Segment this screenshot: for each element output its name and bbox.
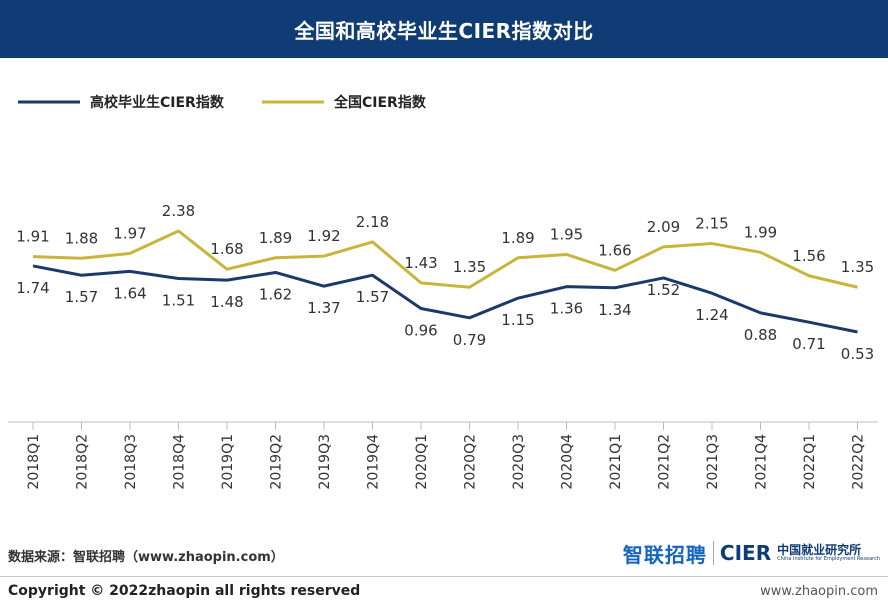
data-label: 1.68 — [210, 240, 243, 258]
data-label: 1.36 — [550, 300, 583, 318]
data-source: 数据来源：智联招聘（www.zhaopin.com） — [8, 550, 284, 565]
data-label: 1.74 — [16, 279, 49, 297]
website-text: www.zhaopin.com — [760, 584, 878, 599]
logo-divider — [712, 541, 714, 565]
x-tick-label: 2020Q4 — [560, 434, 576, 490]
series-line — [32, 229, 858, 289]
data-label: 1.91 — [16, 228, 49, 246]
x-tick-label: 2019Q2 — [269, 434, 285, 490]
data-label: 0.71 — [792, 335, 825, 353]
data-label: 1.24 — [695, 306, 728, 324]
series-line — [32, 264, 858, 334]
data-label: 1.34 — [598, 301, 631, 319]
data-label: 1.89 — [259, 229, 292, 247]
x-tick-label: 2021Q2 — [657, 434, 673, 490]
data-label: 1.51 — [162, 291, 195, 309]
logo-area: 智联招聘 CIER 中国就业研究所 China Institute for Em… — [623, 538, 880, 568]
legend-label: 全国CIER指数 — [333, 94, 427, 111]
line-chart: 高校毕业生CIER指数 全国CIER指数 1.74 1.57 1.64 1.51 1.48 1… — [8, 94, 878, 490]
x-tick-label: 2018Q3 — [123, 434, 139, 490]
x-tick-label: 2019Q1 — [220, 434, 236, 490]
data-label: 0.88 — [744, 326, 777, 344]
x-tick-label: 2018Q2 — [75, 434, 91, 490]
x-tick-label: 2020Q2 — [463, 434, 479, 490]
chart-title: 全国和高校毕业生CIER指数对比 — [294, 18, 594, 43]
chart-title-bar: 全国和高校毕业生CIER指数对比 — [0, 0, 888, 58]
data-label: 1.35 — [841, 258, 874, 276]
data-label: 2.15 — [695, 215, 728, 233]
data-label: 1.62 — [259, 285, 292, 303]
x-tick-label: 2021Q3 — [705, 434, 721, 490]
legend-label: 高校毕业生CIER指数 — [90, 94, 225, 111]
x-tick-label: 2020Q1 — [414, 434, 430, 490]
data-label: 0.53 — [841, 345, 874, 363]
x-tick-label: 2022Q2 — [851, 434, 867, 490]
data-label: 0.79 — [453, 331, 486, 349]
data-label: 1.52 — [647, 281, 680, 299]
data-label: 1.57 — [65, 288, 98, 306]
data-label: 1.35 — [453, 258, 486, 276]
copyright-text: Copyright © 2022zhaopin all rights reser… — [8, 583, 361, 599]
x-tick-label: 2022Q1 — [802, 434, 818, 490]
data-label: 1.37 — [307, 299, 340, 317]
footer-divider — [0, 576, 888, 577]
x-tick-label: 2020Q3 — [511, 434, 527, 490]
data-label: 1.56 — [792, 247, 825, 265]
data-label: 2.09 — [647, 218, 680, 236]
data-label: 1.99 — [744, 223, 777, 241]
x-tick-label: 2019Q3 — [317, 434, 333, 490]
x-tick-label: 2021Q1 — [608, 434, 624, 490]
data-label: 1.66 — [598, 241, 631, 259]
data-label: 1.15 — [501, 311, 534, 329]
data-label: 2.18 — [356, 213, 389, 231]
data-label: 0.96 — [404, 322, 437, 340]
cier-logo-subtitle: 中国就业研究所 China Institute for Employment R… — [777, 544, 880, 562]
data-label: 1.43 — [404, 254, 437, 272]
x-tick-label: 2021Q4 — [754, 434, 770, 490]
x-tick-label: 2018Q1 — [26, 434, 42, 490]
data-label: 1.97 — [113, 224, 146, 242]
data-label: 1.95 — [550, 225, 583, 243]
data-label: 1.88 — [65, 229, 98, 247]
data-label: 1.92 — [307, 227, 340, 245]
data-label: 1.89 — [501, 229, 534, 247]
data-label: 1.64 — [113, 284, 146, 302]
data-label: 1.48 — [210, 293, 243, 311]
x-tick-label: 2018Q4 — [172, 434, 188, 490]
cier-logo-en: China Institute for Employment Research — [777, 556, 880, 562]
cier-logo-cn: 中国就业研究所 — [777, 543, 862, 557]
data-label: 1.57 — [356, 288, 389, 306]
data-label: 2.38 — [162, 202, 195, 220]
zhilian-logo: 智联招聘 — [622, 542, 707, 567]
cier-logo: CIER — [719, 541, 772, 565]
x-tick-label: 2019Q4 — [366, 434, 382, 490]
